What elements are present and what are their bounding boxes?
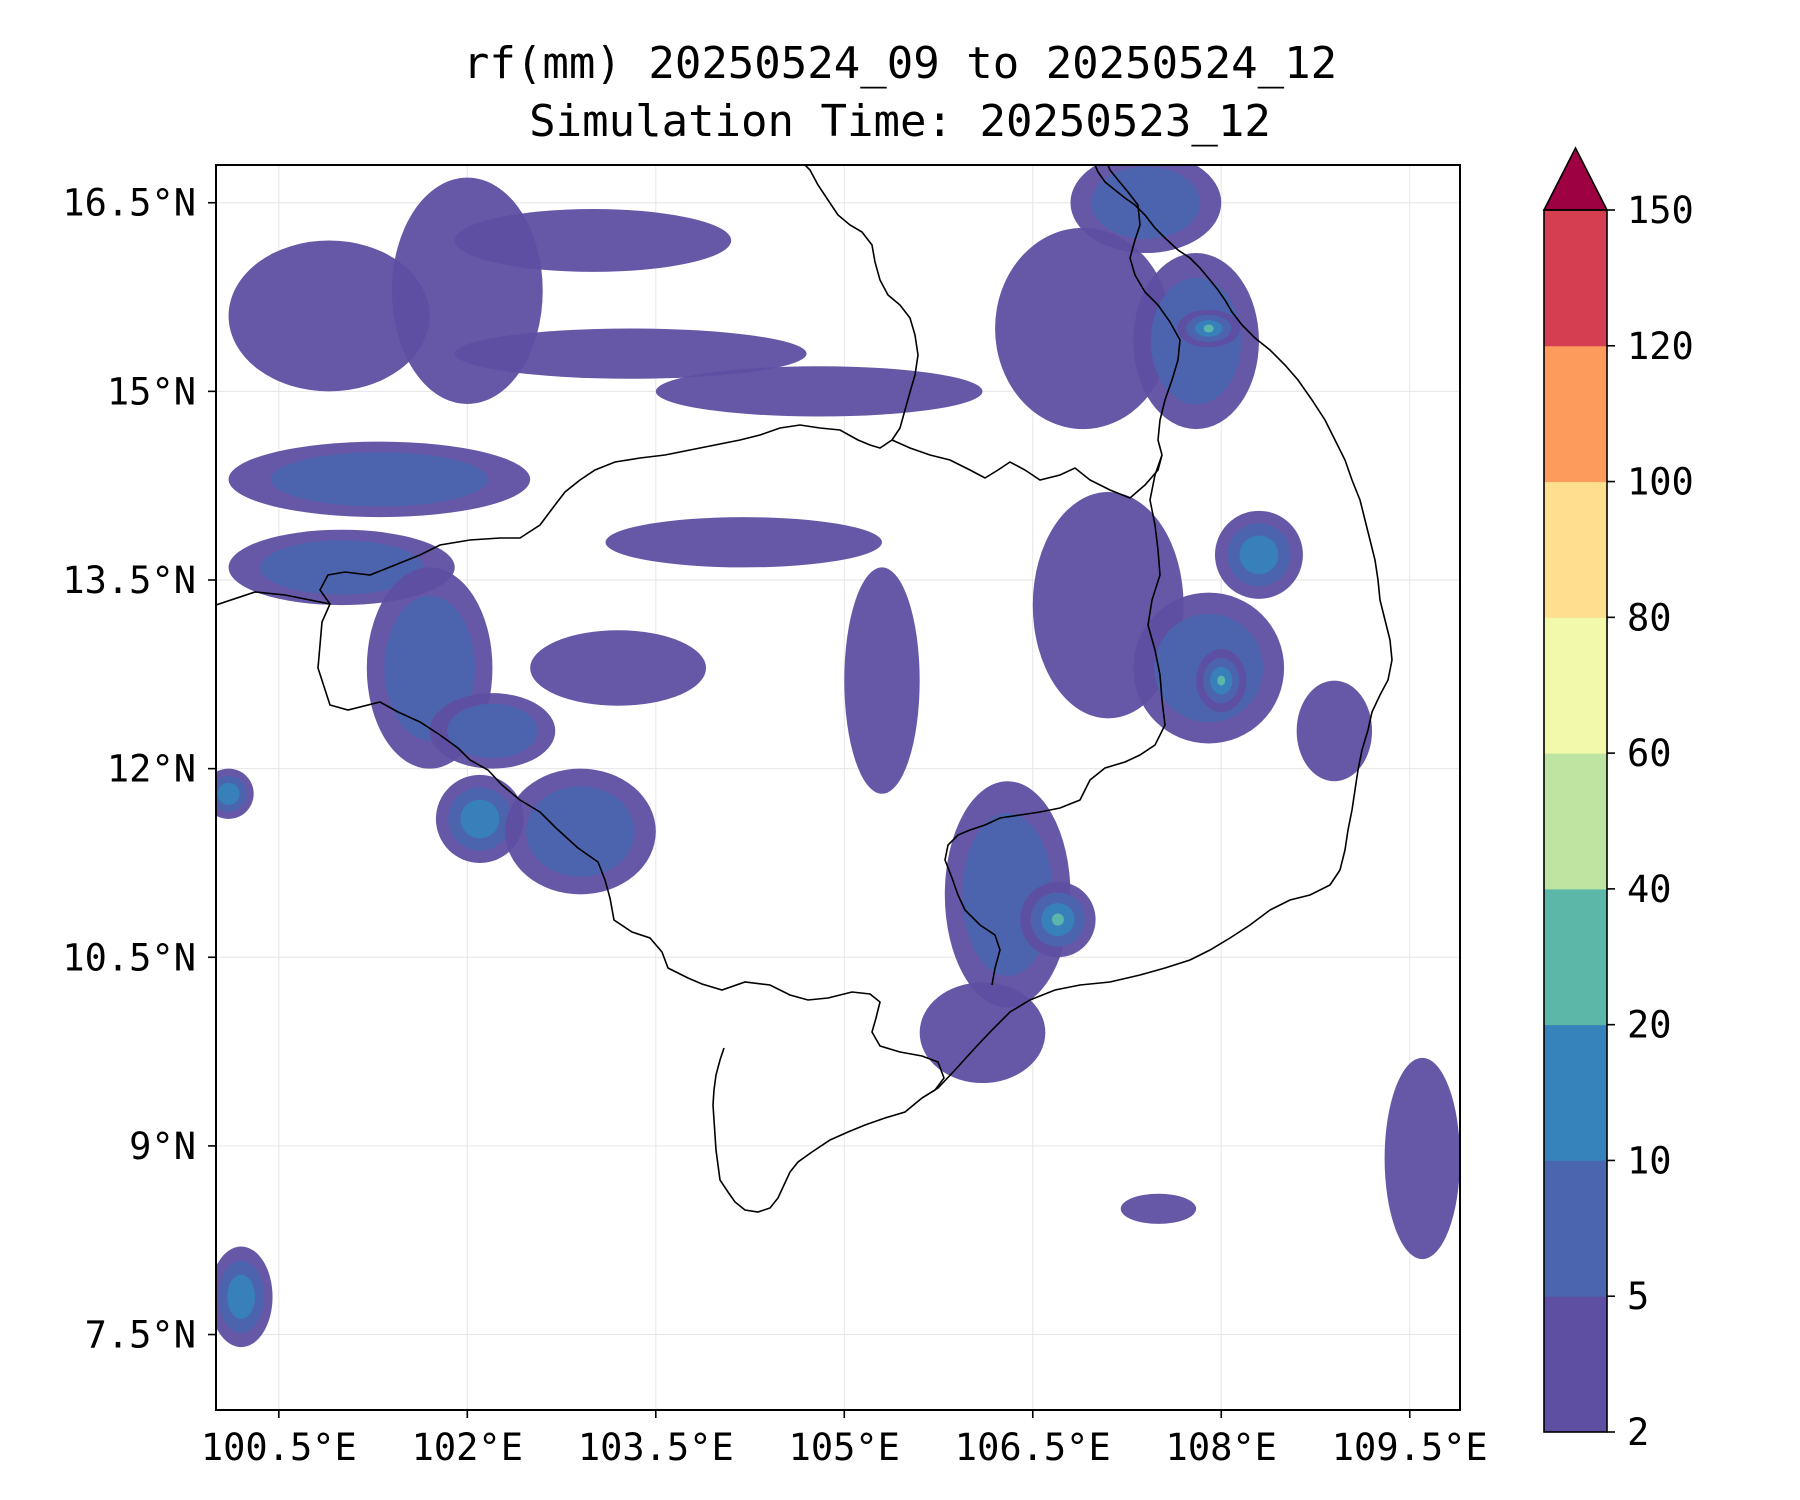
y-tick-label: 13.5°N: [62, 559, 196, 602]
border-thailand-cambodia: [319, 424, 893, 605]
rain-area: [1120, 1193, 1197, 1224]
colorbar-segment: [1544, 481, 1607, 618]
rain-area: [1091, 166, 1201, 239]
rain-area: [217, 782, 240, 805]
rain-area: [844, 567, 920, 794]
y-tick-label: 10.5°N: [62, 936, 196, 979]
chart-title: rf(mm) 20250524_09 to 20250524_12: [462, 38, 1338, 89]
colorbar-segment: [1544, 1160, 1607, 1297]
colorbar-tick-label: 120: [1627, 325, 1694, 368]
rainfall-contours: [216, 165, 1460, 1348]
rain-area: [454, 328, 807, 379]
rain-area: [1217, 675, 1226, 686]
colorbar-segment: [1544, 210, 1607, 347]
colorbar-tick-label: 5: [1627, 1275, 1649, 1318]
rain-area: [227, 1274, 255, 1319]
rain-area: [919, 982, 1046, 1084]
border-cambodia-vietnam: [944, 454, 1166, 986]
y-tick-label: 7.5°N: [85, 1314, 196, 1357]
x-tick-label: 103.5°E: [578, 1426, 734, 1469]
rain-area: [460, 799, 500, 839]
colorbar-tick-label: 2: [1627, 1411, 1649, 1454]
y-tick-label: 15°N: [107, 370, 196, 413]
rain-area: [1384, 1057, 1460, 1260]
rain-area: [1051, 913, 1064, 926]
rain-area: [530, 630, 707, 706]
colorbar-extend-triangle: [1542, 146, 1609, 211]
rain-area: [228, 240, 430, 392]
y-tick-label: 9°N: [129, 1125, 196, 1168]
colorbar-tick-label: 60: [1627, 732, 1672, 775]
colorbar-tick-label: 10: [1627, 1139, 1672, 1182]
rain-area: [655, 366, 983, 417]
coastline-central-vietnam: [1094, 165, 1393, 871]
y-tick-label: 12°N: [107, 748, 196, 791]
y-axis-ticks: 7.5°N 9°N 10.5°N 12°N 13.5°N 15°N 16.5°N: [62, 182, 216, 1357]
colorbar-tick-label: 150: [1627, 189, 1694, 232]
coastline-gulf-of-thailand: [216, 591, 945, 1099]
rain-area: [995, 227, 1171, 430]
colorbar: 2 5 10 20 40 60 80 100 120 150: [1542, 146, 1694, 1454]
rain-area: [1239, 535, 1279, 575]
colorbar-tick-label: 40: [1627, 868, 1672, 911]
colorbar-segment: [1544, 1296, 1607, 1433]
rain-area: [605, 517, 882, 568]
rain-area: [260, 540, 424, 595]
chart-subtitle: Simulation Time: 20250523_12: [529, 96, 1271, 147]
coastline-ca-mau: [712, 1047, 923, 1213]
colorbar-tick-label: 80: [1627, 596, 1672, 639]
rain-area: [1296, 680, 1373, 782]
x-tick-label: 102°E: [412, 1426, 523, 1469]
rain-area: [1203, 324, 1214, 333]
colorbar-segment: [1544, 617, 1607, 754]
x-tick-label: 105°E: [789, 1426, 900, 1469]
rain-area: [447, 703, 538, 759]
colorbar-segment: [1544, 1024, 1607, 1161]
plot-frame: [215, 164, 1461, 1411]
x-axis-ticks: 100.5°E 102°E 103.5°E 105°E 106.5°E 108°E 109.…: [201, 1410, 1488, 1469]
colorbar-frame: [1543, 209, 1608, 1433]
x-tick-label: 109.5°E: [1332, 1426, 1488, 1469]
y-tick-label: 16.5°N: [62, 182, 196, 225]
colorbar-segment: [1544, 888, 1607, 1026]
colorbar-segment: [1544, 345, 1607, 483]
border-laos-cambodia: [891, 439, 1163, 499]
x-tick-label: 108°E: [1166, 1426, 1277, 1469]
coastline-borders: [216, 165, 1393, 1213]
colorbar-segment: [1544, 753, 1607, 890]
coastline-south-vietnam: [921, 869, 1341, 1099]
colorbar-tick-label: 20: [1627, 1004, 1672, 1047]
rain-area: [526, 786, 635, 877]
border-laos-thailand: [804, 165, 919, 441]
x-tick-label: 100.5°E: [201, 1426, 357, 1469]
rain-area: [270, 452, 488, 507]
rain-area: [454, 209, 732, 272]
border-laos-vietnam: [1107, 165, 1181, 456]
colorbar-tick-label: 100: [1627, 461, 1694, 504]
x-tick-label: 106.5°E: [955, 1426, 1111, 1469]
